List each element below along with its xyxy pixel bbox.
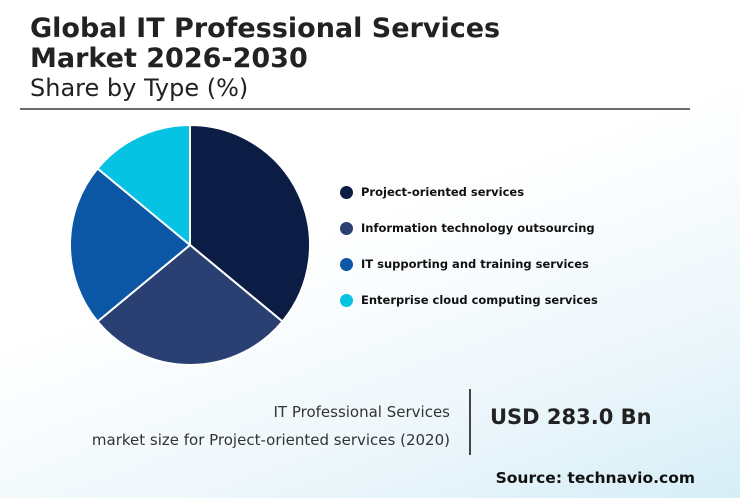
legend-swatch xyxy=(340,221,353,235)
pie-slice-project-oriented-services xyxy=(189,123,311,323)
legend-label: Information technology outsourcing xyxy=(361,221,595,235)
pie-slice-enterprise-cloud-computing-services xyxy=(96,123,191,248)
legend-swatch xyxy=(340,293,353,307)
legend-label: Project-oriented services xyxy=(361,185,525,199)
chart-title-line1: Global IT Professional Services xyxy=(30,13,501,44)
header-divider xyxy=(20,108,690,110)
market-size-value: USD 283.0 Bn xyxy=(490,405,652,429)
legend-item: Information technology outsourcing xyxy=(340,210,598,246)
legend-swatch xyxy=(340,257,353,271)
chart-legend: Project-oriented services Information tec… xyxy=(340,174,598,318)
legend-label: IT supporting and training services xyxy=(361,257,589,271)
pie-chart xyxy=(69,123,311,366)
legend-item: Enterprise cloud computing services xyxy=(340,282,598,318)
legend-swatch xyxy=(340,185,353,199)
footer-divider xyxy=(469,389,471,455)
market-size-description-line2: market size for Project-oriented service… xyxy=(91,431,450,449)
chart-title-line2: Market 2026-2030 xyxy=(30,43,308,74)
market-size-description-line1: IT Professional Services xyxy=(273,403,450,421)
legend-item: Project-oriented services xyxy=(340,174,598,210)
legend-item: IT supporting and training services xyxy=(340,246,598,282)
pie-slice-it-supporting-and-training-services xyxy=(69,167,192,323)
legend-label: Enterprise cloud computing services xyxy=(361,293,598,307)
chart-title: Global IT Professional Services Market 2… xyxy=(30,14,500,74)
pie-slice-information-technology-outsourcing xyxy=(96,243,284,366)
market-size-description: IT Professional Services market size for… xyxy=(92,398,450,454)
source-credit: Source: technavio.com xyxy=(495,469,695,487)
chart-subtitle: Share by Type (%) xyxy=(30,74,249,102)
